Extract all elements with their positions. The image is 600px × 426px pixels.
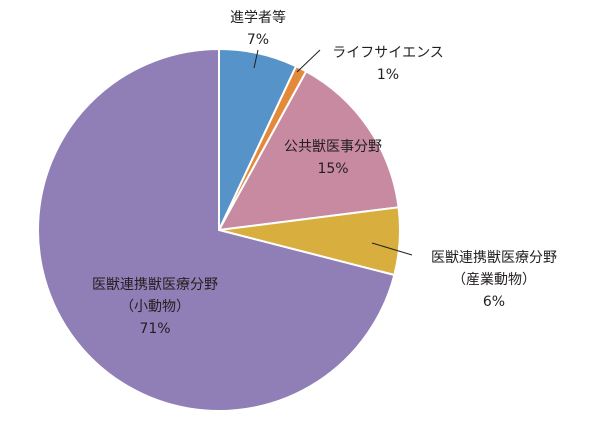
leader-line-sangyo (371, 242, 413, 256)
slice-name-shingaku: 進学者等 (230, 9, 286, 26)
slice-value-koukyou: 15% (317, 161, 348, 177)
slice-value-shingaku: 7% (247, 32, 269, 48)
slice-label-lifescience: ライフサイエンス 1% (332, 45, 444, 83)
slice-name-lifescience: ライフサイエンス (332, 45, 444, 61)
slice-label-shodobutsu: 医獣連携獣医療分野 （小動物） 71% (92, 276, 218, 337)
slice-value-shodobutsu: 71% (139, 321, 170, 337)
slice-label-sangyo: 医獣連携獣医療分野 （産業動物） 6% (431, 249, 557, 310)
slice-label-koukyou: 公共獣医事分野 15% (284, 139, 382, 177)
slice-name-sangyo: （産業動物） (452, 272, 536, 288)
slice-name-shodobutsu: 医獣連携獣医療分野 (92, 276, 218, 293)
slice-label-shingaku: 進学者等 7% (230, 9, 286, 48)
pie-slice-koukyou (217, 70, 400, 232)
slice-name-shodobutsu: （小動物） (120, 299, 190, 315)
pie-slice-shodobutsu (37, 47, 396, 412)
leader-line-shingaku (253, 49, 259, 69)
slice-name-koukyou: 公共獣医事分野 (284, 139, 382, 155)
slice-labels: 進学者等 7% ライフサイエンス 1% 公共獣医事分野 15% 医獣連携獣医療分野 （産業動物… (92, 9, 557, 337)
slice-value-lifescience: 1% (377, 67, 399, 83)
slice-name-sangyo: 医獣連携獣医療分野 (431, 249, 557, 266)
pie-slices (37, 47, 401, 412)
leader-line-lifescience (296, 49, 321, 73)
leader-lines (253, 49, 413, 256)
slice-value-sangyo: 6% (483, 294, 505, 310)
